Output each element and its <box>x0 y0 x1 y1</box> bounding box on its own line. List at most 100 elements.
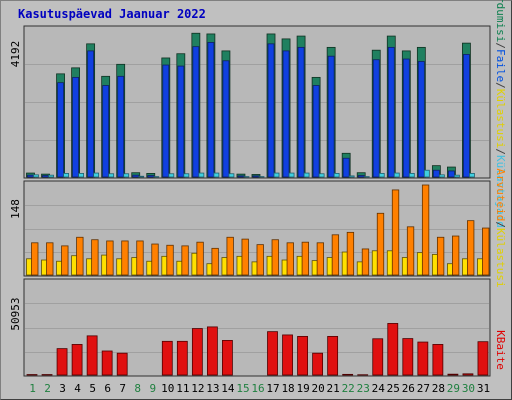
x-tick-label: 7 <box>119 382 126 395</box>
bar-arvuteid <box>121 240 129 276</box>
bar-kbaite <box>462 373 474 376</box>
bar-kbaite <box>267 331 278 376</box>
legend-entry: Arvuteid <box>494 168 507 221</box>
bar-külastajaid <box>78 173 84 178</box>
bar-faile <box>177 65 185 178</box>
bar-külastajaid <box>273 172 280 178</box>
x-tick-label: 19 <box>296 382 309 395</box>
bar-arvuteid <box>151 243 159 276</box>
bar-kbaite <box>447 373 459 376</box>
bar-külastajaid <box>93 172 100 178</box>
bar-kbaite <box>312 352 324 376</box>
bar-arvuteid <box>346 231 355 276</box>
legend-entry: Faile <box>494 49 507 82</box>
bar-külastajaid <box>378 173 385 178</box>
bar-faile <box>432 169 440 178</box>
bar-kbaite <box>372 338 384 376</box>
bar-külastajaid <box>228 173 235 178</box>
bar-külastajaid <box>138 175 145 178</box>
x-tick-label: 30 <box>462 382 475 395</box>
bar-faile <box>448 170 455 178</box>
bar-faile <box>342 157 350 178</box>
bar-faile <box>417 61 425 178</box>
bar-kbaite <box>71 344 83 376</box>
x-tick-label: 26 <box>402 382 415 395</box>
legend-entry: Külastusi <box>494 228 507 288</box>
x-tick-label: 17 <box>266 382 279 395</box>
x-tick-label: 5 <box>89 382 96 395</box>
x-tick-label: 22 <box>342 382 355 395</box>
bar-faile <box>237 175 245 178</box>
x-tick-label: 24 <box>372 382 386 395</box>
bar-arvuteid <box>452 235 460 276</box>
bar-külastajaid <box>168 173 175 178</box>
bar-külastajaid <box>198 172 205 178</box>
bar-külastajaid <box>333 173 340 178</box>
bar-kbaite <box>222 340 233 376</box>
chart-title: Kasutuspäevad Jaanuar 2022 <box>18 7 206 21</box>
bar-faile <box>282 50 290 178</box>
legend-entry: KBaite <box>494 330 507 370</box>
bar-faile <box>57 82 64 178</box>
legend-entry: / <box>494 221 507 228</box>
bar-kbaite <box>327 335 339 376</box>
bar-külastajaid <box>213 172 220 178</box>
bar-arvuteid <box>106 240 114 276</box>
bar-faile <box>27 174 34 178</box>
legend-entry: Külastusi <box>494 89 507 149</box>
bar-faile <box>463 54 470 178</box>
bar-faile <box>132 174 140 178</box>
bar-külastajaid <box>469 173 475 178</box>
x-tick-label: 14 <box>221 382 235 395</box>
bar-arvuteid <box>181 245 189 276</box>
x-tick-label: 11 <box>176 382 189 395</box>
bar-arvuteid <box>482 227 490 276</box>
bar-faile <box>117 75 125 178</box>
bar-arvuteid <box>256 244 264 276</box>
bar-faile <box>267 43 275 178</box>
bar-kbaite <box>402 338 414 376</box>
legend-bottom: KBaite <box>494 330 507 370</box>
bar-faile <box>87 50 95 178</box>
x-tick-label: 4 <box>74 382 81 395</box>
bar-kbaite <box>417 341 429 376</box>
bar-kbaite <box>116 352 128 376</box>
x-tick-label: 1 <box>29 382 36 395</box>
bar-kbaite <box>297 335 308 376</box>
x-tick-label: 12 <box>191 382 204 395</box>
bar-kbaite <box>432 344 444 376</box>
x-tick-label: 13 <box>206 382 219 395</box>
legend-entry: Pöördumisi <box>494 0 507 42</box>
bar-arvuteid <box>46 242 54 276</box>
bar-arvuteid <box>211 247 219 276</box>
bar-arvuteid <box>241 238 249 276</box>
bar-arvuteid <box>271 239 279 276</box>
bar-kbaite <box>191 328 203 376</box>
bar-arvuteid <box>467 220 475 276</box>
bar-faile <box>72 76 79 178</box>
bar-faile <box>207 42 215 178</box>
bar-faile <box>312 85 320 178</box>
y-max-label-top: 4192 <box>9 41 22 68</box>
bar-arvuteid <box>91 239 99 276</box>
bar-külastajaid <box>183 173 190 178</box>
bar-kbaite <box>176 340 188 376</box>
x-tick-label: 2 <box>44 382 51 395</box>
bar-kbaite <box>86 335 98 376</box>
bar-arvuteid <box>136 240 144 276</box>
bar-faile <box>372 59 380 178</box>
x-tick-label: 27 <box>417 382 430 395</box>
bar-kbaite <box>206 326 218 376</box>
x-tick-label: 28 <box>432 382 445 395</box>
bar-faile <box>192 46 200 178</box>
x-tick-label: 3 <box>59 382 66 395</box>
bar-arvuteid <box>391 189 400 276</box>
bar-külastajaid <box>303 172 310 178</box>
y-max-label-middle: 148 <box>9 199 22 219</box>
bar-külastajaid <box>63 173 69 178</box>
bar-arvuteid <box>226 236 234 276</box>
bar-arvuteid <box>301 241 309 276</box>
bar-külastajaid <box>393 172 400 178</box>
bar-külastajaid <box>123 173 130 178</box>
bar-külastajaid <box>318 173 325 178</box>
